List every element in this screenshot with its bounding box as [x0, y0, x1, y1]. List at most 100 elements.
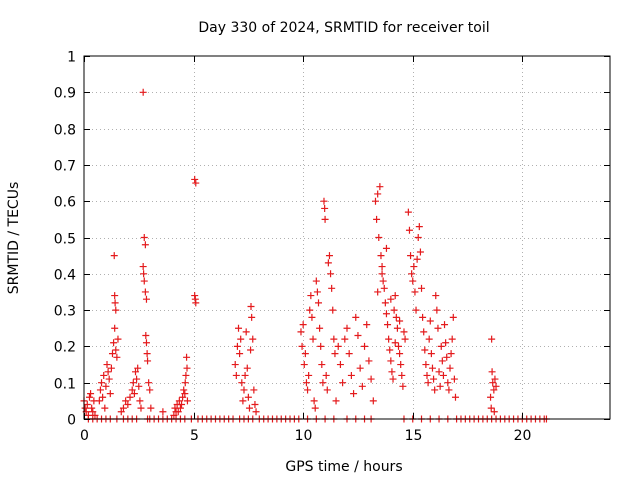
data-point [408, 270, 416, 278]
data-point [129, 379, 137, 387]
data-point [87, 390, 95, 398]
x-tick-label: 15 [405, 428, 423, 444]
grid-lines [84, 56, 610, 419]
data-point [182, 371, 190, 379]
data-point [442, 339, 450, 347]
data-point [85, 393, 93, 401]
data-point [428, 364, 436, 372]
data-point [396, 350, 404, 358]
data-point [105, 375, 113, 383]
data-point [350, 390, 358, 398]
data-point [341, 335, 349, 343]
data-point [382, 244, 390, 252]
data-point [384, 321, 392, 329]
data-point [145, 379, 153, 387]
data-point [320, 197, 328, 205]
data-point [111, 299, 119, 307]
data-point [140, 270, 148, 278]
data-point [396, 317, 404, 325]
data-point [244, 393, 252, 401]
data-point [387, 357, 395, 365]
data-point [425, 335, 433, 343]
x-axis-label: GPS time / hours [285, 459, 402, 475]
y-axis-label: SRMTID / TECUs [6, 182, 22, 295]
data-point [159, 408, 167, 416]
data-point [113, 353, 121, 361]
data-point [317, 342, 325, 350]
data-point [424, 379, 432, 387]
x-tick-label: 10 [295, 428, 313, 444]
data-point [170, 411, 178, 419]
data-point [412, 306, 420, 314]
axes: 00.10.20.30.40.50.60.70.80.910 5 10 15 20 [54, 50, 610, 444]
data-point [404, 208, 412, 216]
data-point [252, 408, 260, 416]
data-point [132, 368, 140, 376]
data-point [183, 397, 191, 405]
data-point [418, 284, 426, 292]
data-point [192, 179, 200, 187]
data-point [250, 386, 258, 394]
data-point [107, 364, 115, 372]
data-point [237, 335, 245, 343]
data-point [347, 371, 355, 379]
data-point [144, 357, 152, 365]
data-point [434, 324, 442, 332]
data-point [306, 306, 314, 314]
data-point [106, 390, 114, 398]
data-point [449, 313, 457, 321]
data-point [181, 379, 189, 387]
data-point [352, 313, 360, 321]
y-tick-label: 0.6 [54, 195, 76, 211]
data-point [235, 324, 243, 332]
data-point [448, 335, 456, 343]
data-point [433, 306, 441, 314]
data-point [430, 375, 438, 383]
data-point [332, 397, 340, 405]
data-point [238, 379, 246, 387]
data-point [387, 295, 395, 303]
data-point [401, 335, 409, 343]
data-point [391, 339, 399, 347]
y-tick-label: 0.7 [54, 159, 76, 175]
data-point [426, 317, 434, 325]
data-point [389, 375, 397, 383]
data-point [432, 292, 440, 300]
data-point [441, 321, 449, 329]
data-point [318, 361, 326, 369]
data-point [143, 350, 151, 358]
data-point [310, 397, 318, 405]
data-point [104, 368, 112, 376]
data-point [175, 397, 183, 405]
y-tick-label: 0.4 [54, 268, 76, 284]
data-point [405, 226, 413, 234]
data-point [176, 404, 184, 412]
data-point [490, 386, 498, 394]
y-tick-label: 0.8 [54, 123, 76, 139]
data-point [112, 306, 120, 314]
data-point [398, 371, 406, 379]
data-point [339, 379, 347, 387]
data-point [309, 335, 317, 343]
data-point [302, 379, 310, 387]
data-point [117, 408, 125, 416]
data-point [446, 364, 454, 372]
data-point [437, 342, 445, 350]
data-point [183, 353, 191, 361]
data-point [325, 252, 333, 260]
data-point [324, 259, 332, 267]
data-point [328, 284, 336, 292]
data-point [142, 339, 150, 347]
data-point [99, 393, 107, 401]
data-point [183, 364, 191, 372]
y-tick-label: 1 [67, 50, 76, 66]
data-point [374, 190, 382, 198]
data-point [365, 357, 373, 365]
data-point [330, 335, 338, 343]
data-point [146, 386, 154, 394]
data-point [111, 292, 119, 300]
data-point [236, 350, 244, 358]
data-point [343, 324, 351, 332]
data-point [242, 328, 250, 336]
data-point [492, 382, 500, 390]
